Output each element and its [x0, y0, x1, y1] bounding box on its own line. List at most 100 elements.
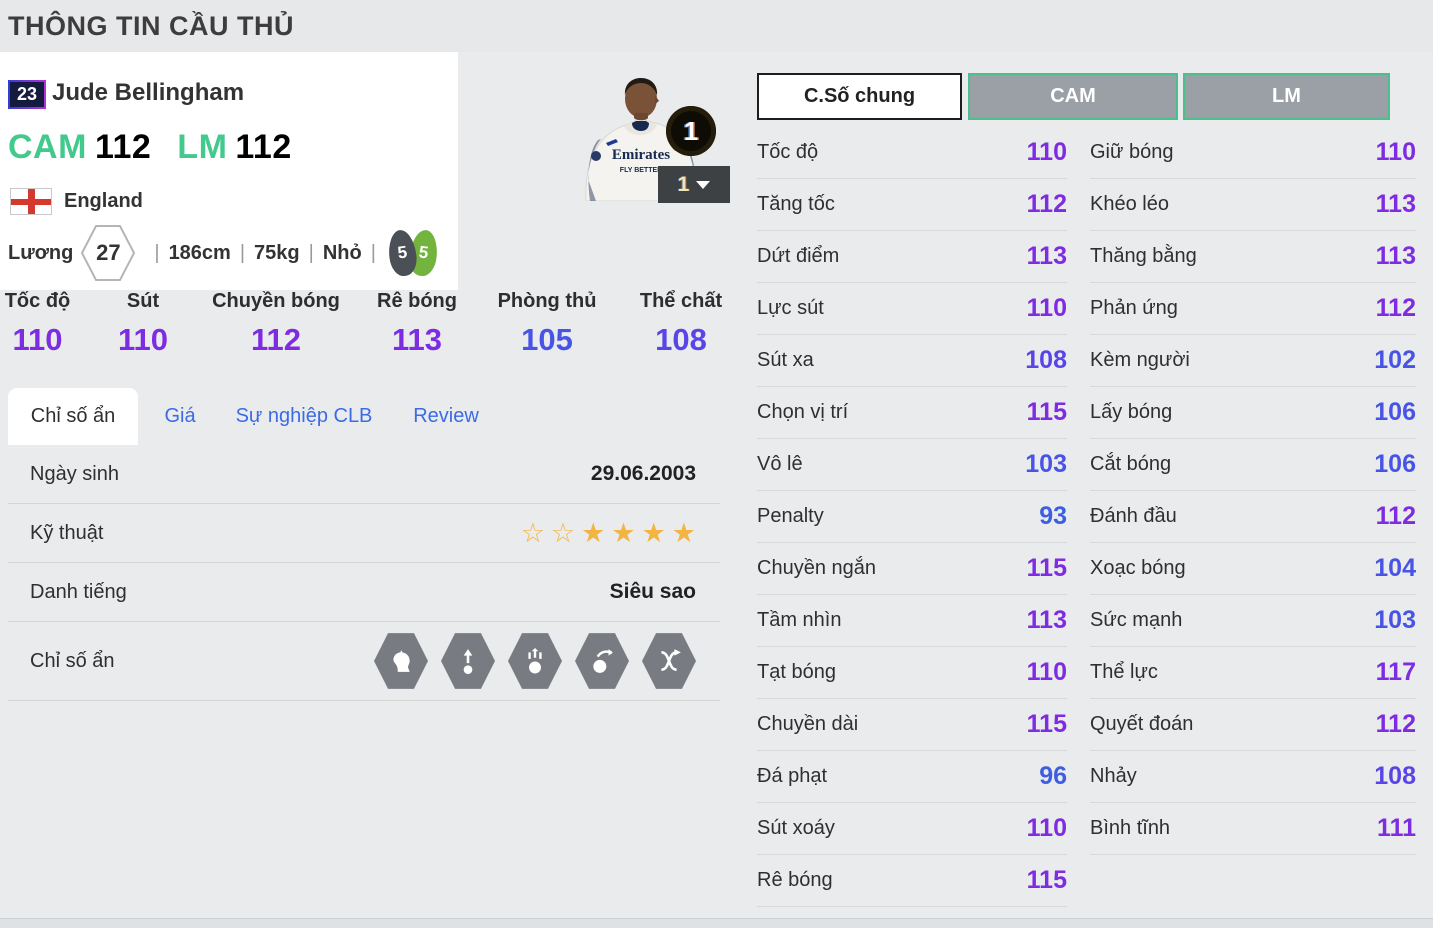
- detail-stat-label: Tốc độ: [757, 141, 819, 163]
- detail-stat-row: Đá phạt 96: [757, 751, 1067, 803]
- title-strip: [0, 0, 1433, 52]
- detail-stat-value: 117: [1375, 658, 1416, 686]
- detail-stat-value: 102: [1374, 346, 1416, 374]
- footer-strip: [0, 918, 1433, 928]
- position-rating-cam: 112: [94, 128, 152, 166]
- hidden-stats-icons: [374, 622, 696, 700]
- cam-stats-button[interactable]: CAM: [968, 73, 1178, 120]
- detail-stat-row: Vô lê 103: [757, 439, 1067, 491]
- detail-stat-row: Chuyền ngắn 115: [757, 543, 1067, 595]
- tab-price[interactable]: Giá: [164, 405, 196, 427]
- wage-hexagon-badge: 27: [79, 223, 137, 283]
- detail-stat-value: 96: [1039, 762, 1067, 790]
- hidden-stats-row: Chỉ số ẩn: [8, 622, 720, 701]
- detail-stat-label: Rê bóng: [757, 869, 833, 891]
- body-type-value: Nhỏ: [322, 241, 362, 264]
- tab-hidden-stats[interactable]: Chỉ số ẩn: [8, 388, 138, 445]
- detail-stat-value: 103: [1025, 450, 1067, 478]
- detail-stat-row: Lấy bóng 106: [1090, 387, 1416, 439]
- player-header-card: [0, 52, 458, 290]
- foot-ratings: 5 5: [386, 228, 440, 278]
- detail-stat-value: 108: [1025, 346, 1067, 374]
- nation-label: England: [64, 190, 143, 212]
- detail-stat-row: Thể lực 117: [1090, 647, 1416, 699]
- skill-moves-row: Kỹ thuật ☆ ☆ ★ ★ ★ ★: [8, 504, 720, 563]
- detail-stat-value: 108: [1374, 762, 1416, 790]
- star-filled-icon: ★: [671, 517, 696, 548]
- detail-stat-label: Lấy bóng: [1090, 401, 1173, 423]
- info-table: Ngày sinh 29.06.2003 Kỹ thuật ☆ ☆ ★ ★ ★ ★ Dan…: [8, 445, 720, 701]
- detail-stat-label: Cắt bóng: [1090, 453, 1172, 475]
- summary-stat-value: 105: [521, 322, 573, 357]
- summary-stat-label: Thể chất: [639, 290, 723, 312]
- star-hollow-icon: ☆: [550, 517, 576, 548]
- physical-info: | 186cm | 75kg | Nhỏ |: [154, 241, 376, 264]
- page-title: THÔNG TIN CẦU THỦ: [8, 11, 294, 41]
- summary-stat-value: 110: [12, 322, 63, 357]
- shirt-number-badge: 23: [8, 80, 47, 109]
- detail-stat-value: 111: [1377, 814, 1416, 842]
- hidden-stat-trickster-icon: [642, 633, 696, 689]
- detail-stat-row: Xoạc bóng 104: [1090, 543, 1416, 595]
- summary-stat-value: 108: [655, 322, 707, 357]
- detail-stat-row: Kèm người 102: [1090, 335, 1416, 387]
- detail-stat-label: Đá phạt: [757, 765, 828, 787]
- detail-stat-label: Bình tĩnh: [1090, 817, 1171, 839]
- lm-stats-button[interactable]: LM: [1183, 73, 1390, 120]
- detail-stat-value: 115: [1026, 866, 1067, 894]
- detail-stat-label: Lực sút: [757, 297, 824, 319]
- physical-info-row: Lương 27 | 186cm | 75kg | Nhỏ | 5 5: [8, 223, 440, 283]
- fame-row: Danh tiếng Siêu sao: [8, 563, 720, 622]
- detail-stat-value: 110: [1026, 814, 1067, 842]
- detail-stat-row: Cắt bóng 106: [1090, 439, 1416, 491]
- fame-value: Siêu sao: [609, 580, 696, 603]
- detail-stat-value: 115: [1026, 398, 1067, 426]
- detail-stat-label: Penalty: [757, 505, 824, 527]
- detail-stat-label: Quyết đoán: [1090, 713, 1194, 735]
- tab-club-career[interactable]: Sự nghiệp CLB: [235, 405, 373, 427]
- detail-stat-value: 103: [1374, 606, 1416, 634]
- shirt-number: 23: [10, 82, 45, 107]
- skill-stars: ☆ ☆ ★ ★ ★ ★: [521, 518, 696, 549]
- weight-value: 75kg: [254, 241, 300, 264]
- hidden-stats-label: Chỉ số ẩn: [30, 649, 115, 672]
- detail-stat-label: Dứt điểm: [757, 245, 840, 267]
- star-filled-icon: ★: [611, 517, 636, 548]
- detail-stat-value: 106: [1374, 450, 1416, 478]
- svg-text:FLY BETTER: FLY BETTER: [620, 167, 662, 174]
- detail-stat-value: 112: [1375, 294, 1416, 322]
- overall-stats-button[interactable]: C.Số chung: [757, 73, 962, 120]
- star-hollow-icon: ☆: [520, 517, 545, 548]
- summary-stat-label: Sút: [126, 290, 160, 312]
- detail-stat-label: Phản ứng: [1090, 297, 1178, 319]
- summary-stat-label: Phòng thủ: [497, 290, 597, 312]
- level-dropdown[interactable]: 1: [658, 166, 730, 203]
- detail-stat-label: Thăng bằng: [1090, 245, 1197, 267]
- tab-bar: Chỉ số ẩn Giá Sự nghiệp CLB Review: [0, 388, 740, 445]
- height-value: 186cm: [168, 241, 231, 264]
- tab-review[interactable]: Review: [413, 405, 479, 427]
- summary-stat-value: 110: [117, 322, 168, 357]
- detail-stat-row: Bình tĩnh 111: [1090, 803, 1416, 855]
- position-ratings: CAM 112 LM 112: [8, 128, 318, 167]
- detail-stat-row: Tăng tốc 112: [757, 179, 1067, 231]
- detail-stat-value: 110: [1026, 138, 1067, 166]
- star-filled-icon: ★: [581, 517, 606, 548]
- summary-stat: Sút 110: [98, 290, 188, 358]
- summary-stat-value: 112: [250, 322, 301, 357]
- detail-stat-value: 113: [1026, 242, 1067, 270]
- detail-stat-label: Tầm nhìn: [757, 609, 842, 631]
- position-label-lm: LM: [177, 128, 228, 166]
- detail-stat-label: Sút xa: [757, 349, 814, 371]
- skill-moves-label: Kỹ thuật: [30, 521, 104, 544]
- detail-stat-label: Khéo léo: [1090, 193, 1169, 215]
- detail-stat-value: 115: [1026, 710, 1067, 738]
- detail-stat-row: Quyết đoán 112: [1090, 699, 1416, 751]
- hidden-stat-head-icon: [374, 633, 428, 689]
- fame-label: Danh tiếng: [30, 580, 127, 603]
- wage-label: Lương: [8, 241, 74, 264]
- summary-stat-label: Chuyền bóng: [212, 290, 340, 312]
- england-flag-icon: [10, 188, 52, 215]
- svg-text:Emirates: Emirates: [612, 147, 670, 163]
- summary-stats: Tốc độ 110 Sút 110 Chuyền bóng 112 Rê bóng 113 P…: [0, 290, 740, 385]
